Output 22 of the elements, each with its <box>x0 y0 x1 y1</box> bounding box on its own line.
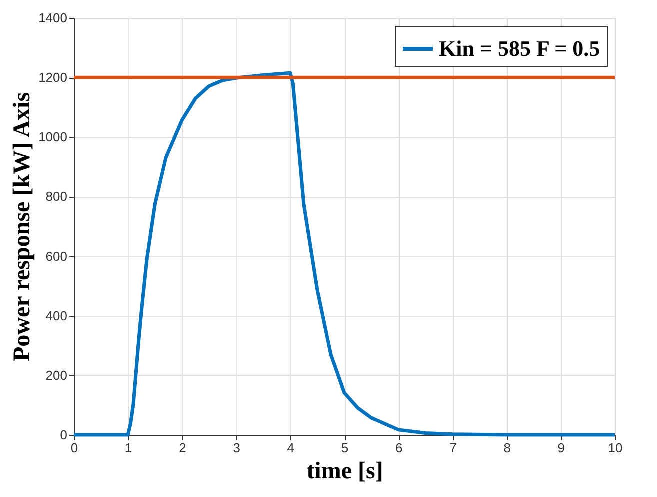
y-tick-label: 1000 <box>38 130 68 145</box>
y-axis-title: Power response [kW] Axis <box>10 92 36 362</box>
x-tick-label: 8 <box>504 440 511 456</box>
y-tick-label: 0 <box>60 428 68 442</box>
x-tick-label: 9 <box>558 440 566 456</box>
x-tick-label: 0 <box>70 440 78 456</box>
x-tick-label: 1 <box>124 440 132 456</box>
y-tick-label: 400 <box>46 308 68 324</box>
x-tick-label: 6 <box>395 440 403 456</box>
y-tick-label: 1400 <box>38 10 68 26</box>
x-axis-title: time [s] <box>306 458 384 484</box>
y-tick-label: 600 <box>46 248 68 264</box>
y-tick-label: 200 <box>46 368 68 383</box>
x-tick-label: 10 <box>608 440 623 456</box>
x-tick-label: 3 <box>233 440 240 456</box>
y-tick-label: 1200 <box>38 70 68 86</box>
x-tick-label: 5 <box>341 440 349 456</box>
x-tick-label: 7 <box>450 440 457 456</box>
x-tick-label: 4 <box>287 440 295 456</box>
x-tick-label: 2 <box>179 440 186 456</box>
legend-label: Kin = 585 F = 0.5 <box>439 36 600 61</box>
y-tick-label: 800 <box>46 189 68 204</box>
